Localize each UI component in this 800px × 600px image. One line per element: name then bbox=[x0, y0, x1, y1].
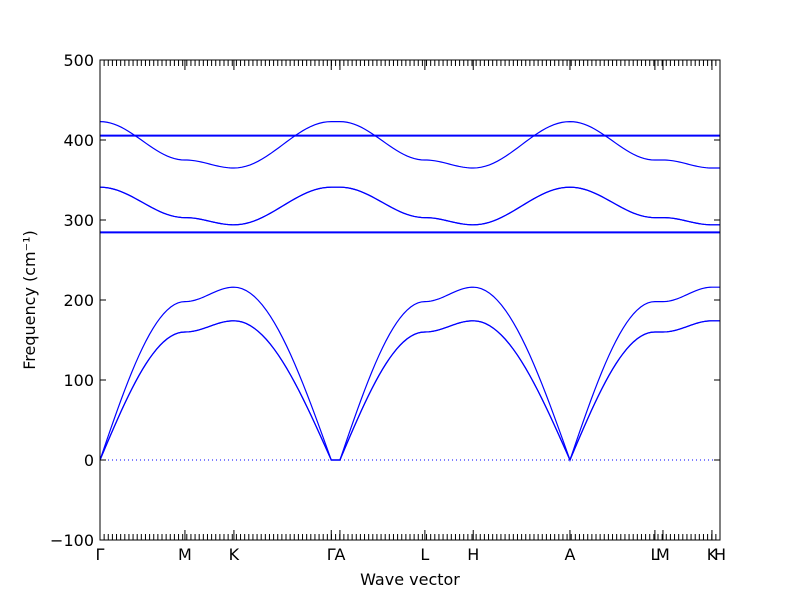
band-line-2 bbox=[99, 320, 720, 462]
y-axis-label: Frequency (cm⁻¹) bbox=[20, 230, 39, 369]
y-tick-label: 300 bbox=[63, 211, 94, 230]
band-line-1 bbox=[99, 320, 720, 462]
x-tick-label: H bbox=[467, 545, 479, 564]
x-tick-label: M bbox=[178, 545, 192, 564]
x-tick-label: K bbox=[707, 545, 718, 564]
y-tick-label: 400 bbox=[63, 131, 94, 150]
x-tick-label: L bbox=[420, 545, 429, 564]
x-tick-label: A bbox=[334, 545, 345, 564]
band-line-10 bbox=[99, 120, 720, 169]
y-axis-ticks: −100 0 100 200 300 400 500 bbox=[50, 51, 720, 550]
band-line-7 bbox=[99, 186, 720, 226]
y-tick-label: 200 bbox=[63, 291, 94, 310]
y-tick-label: 100 bbox=[63, 371, 94, 390]
x-tick-label: K bbox=[229, 545, 240, 564]
x-tick-label: L bbox=[650, 545, 659, 564]
band-line-3 bbox=[99, 286, 720, 462]
y-tick-label: 500 bbox=[63, 51, 94, 70]
y-tick-label: 0 bbox=[84, 451, 94, 470]
band-line-6 bbox=[99, 186, 720, 226]
x-axis-label: Wave vector bbox=[360, 570, 460, 589]
x-axis-ticks: Γ M K ΓA L H A LM KH bbox=[96, 60, 726, 564]
x-tick-label: H bbox=[714, 545, 726, 564]
x-tick-label: A bbox=[564, 545, 575, 564]
x-tick-label: Γ bbox=[327, 545, 336, 564]
band-lines bbox=[99, 120, 720, 462]
x-tick-label: Γ bbox=[96, 545, 105, 564]
x-tick-label: M bbox=[656, 545, 670, 564]
plot-frame bbox=[99, 59, 721, 541]
y-tick-label: −100 bbox=[50, 531, 94, 550]
minor-ticks bbox=[99, 60, 721, 540]
